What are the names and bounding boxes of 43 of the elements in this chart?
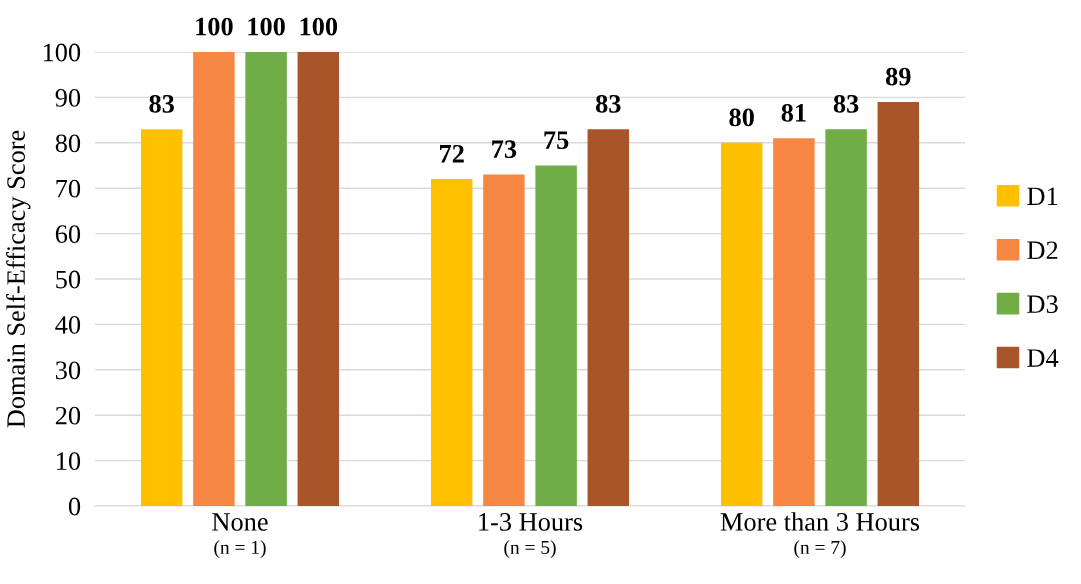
y-tick-label: 50 [56, 270, 81, 289]
data-label: 100 [300, 17, 338, 36]
bar [483, 174, 525, 506]
bar [720, 142, 763, 506]
y-axis-title: Domain Self-Efficacy Score [6, 130, 31, 428]
data-label: 80 [729, 108, 754, 127]
y-tick-label: 10 [57, 452, 81, 471]
bar [535, 165, 577, 506]
data-label: 72 [440, 144, 464, 163]
bar [773, 138, 815, 506]
data-label: 83 [149, 94, 174, 113]
data-label: 75 [544, 131, 569, 150]
y-tick-label: 0 [68, 497, 81, 516]
x-tick-label: None (n = 1) [212, 513, 268, 558]
bar [245, 52, 287, 506]
y-tick-label: 40 [55, 316, 81, 334]
bar [140, 129, 183, 506]
legend-label: D3 [1027, 295, 1058, 314]
y-tick-label: 80 [55, 134, 81, 153]
bar [430, 179, 473, 506]
y-tick-label: 70 [56, 179, 81, 198]
data-label: 83 [833, 94, 859, 113]
data-label: 100 [248, 17, 285, 36]
y-tick-label: 30 [55, 361, 81, 380]
legend-label: D2 [1027, 241, 1058, 259]
data-label: 81 [781, 103, 806, 122]
x-tick-label: More than 3 Hours (n = 7) [720, 512, 920, 558]
y-tick-label: 20 [55, 406, 81, 425]
data-label: 89 [885, 67, 911, 86]
data-label: 73 [492, 140, 517, 159]
data-label: 100 [196, 17, 233, 36]
x-tick-label: 1-3 Hours (n = 5) [479, 513, 583, 558]
y-tick-label: 100 [43, 43, 81, 62]
bar [587, 129, 630, 506]
legend-label: D1 [1027, 187, 1058, 206]
legend-label: D4 [1027, 349, 1059, 367]
data-label: 83 [595, 94, 621, 113]
bar [877, 101, 920, 506]
bar [825, 129, 867, 506]
bar [193, 52, 235, 506]
y-tick-label: 60 [55, 225, 81, 244]
y-tick-label: 90 [55, 89, 81, 107]
bar [297, 52, 340, 506]
